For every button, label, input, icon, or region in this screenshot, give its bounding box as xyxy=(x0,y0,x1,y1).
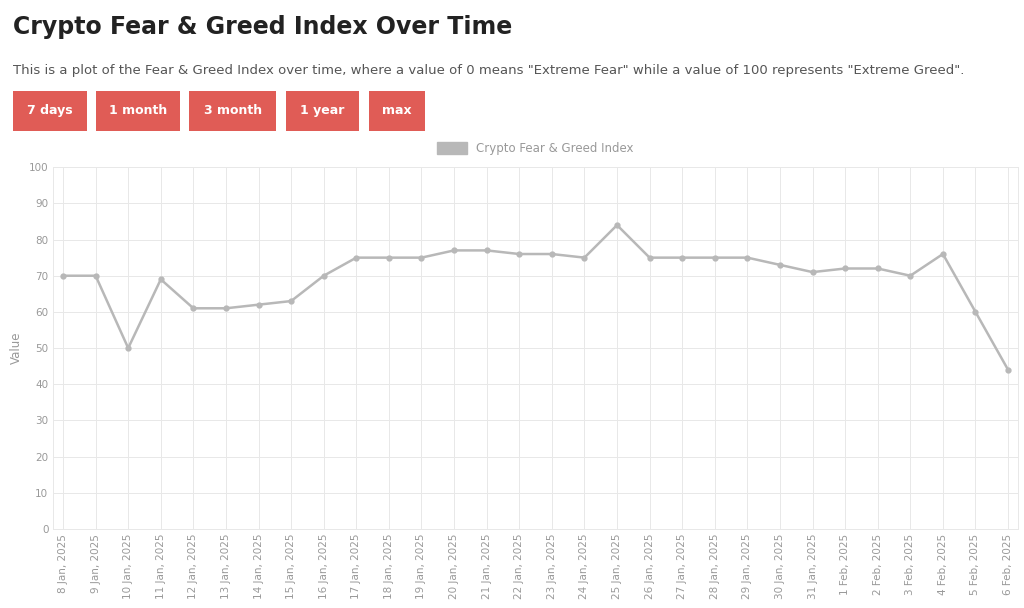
Text: Crypto Fear & Greed Index Over Time: Crypto Fear & Greed Index Over Time xyxy=(13,15,513,39)
Text: 1 year: 1 year xyxy=(300,105,345,117)
Y-axis label: Value: Value xyxy=(10,332,24,364)
Text: This is a plot of the Fear & Greed Index over time, where a value of 0 means "Ex: This is a plot of the Fear & Greed Index… xyxy=(13,64,965,77)
Text: 7 days: 7 days xyxy=(28,105,73,117)
Text: 3 month: 3 month xyxy=(204,105,262,117)
Text: max: max xyxy=(382,105,412,117)
Text: 1 month: 1 month xyxy=(110,105,167,117)
Legend: Crypto Fear & Greed Index: Crypto Fear & Greed Index xyxy=(432,137,639,159)
